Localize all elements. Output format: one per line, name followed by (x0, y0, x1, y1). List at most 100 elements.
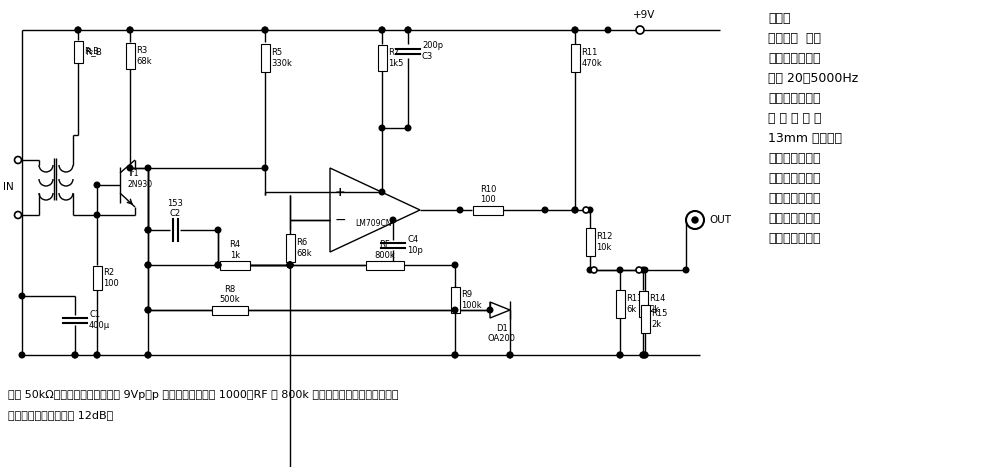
Circle shape (452, 307, 458, 313)
Text: R3
68k: R3 68k (136, 46, 152, 66)
Circle shape (262, 27, 267, 33)
Circle shape (15, 156, 22, 163)
Text: 压放大器  本电: 压放大器 本电 (767, 32, 820, 45)
Circle shape (94, 352, 100, 358)
Circle shape (587, 267, 593, 273)
Text: R4
1k: R4 1k (229, 240, 241, 260)
Circle shape (487, 307, 492, 313)
Circle shape (640, 267, 645, 273)
Circle shape (640, 352, 645, 358)
Circle shape (145, 352, 151, 358)
Text: RF
800k: RF 800k (375, 240, 395, 260)
Circle shape (642, 352, 647, 358)
Text: R8
500k: R8 500k (220, 285, 240, 304)
Text: R_B: R_B (85, 48, 102, 57)
Circle shape (616, 352, 622, 358)
Text: R12
10k: R12 10k (596, 232, 612, 252)
Circle shape (640, 352, 645, 358)
Text: R15
2k: R15 2k (651, 309, 668, 329)
Text: LM709CN: LM709CN (354, 219, 390, 228)
Circle shape (616, 267, 622, 273)
Bar (366, 261, 403, 269)
Text: R14
2k: R14 2k (649, 294, 666, 314)
Circle shape (215, 227, 221, 233)
Circle shape (379, 125, 385, 131)
Text: 的信号电压。这: 的信号电压。这 (767, 92, 819, 105)
Circle shape (685, 211, 703, 229)
Circle shape (389, 217, 395, 223)
Circle shape (145, 227, 151, 233)
Circle shape (145, 307, 151, 313)
Circle shape (572, 27, 577, 33)
Bar (450, 287, 459, 313)
Circle shape (541, 207, 547, 213)
Circle shape (379, 27, 385, 33)
Text: −: − (334, 213, 345, 227)
Circle shape (145, 262, 151, 268)
Circle shape (145, 165, 151, 171)
Text: R5
330k: R5 330k (271, 48, 292, 68)
Bar (640, 305, 649, 333)
Circle shape (691, 217, 697, 223)
Text: 放在人体皮肤上: 放在人体皮肤上 (767, 152, 819, 165)
Circle shape (287, 262, 293, 268)
Circle shape (452, 262, 458, 268)
Circle shape (604, 27, 610, 33)
Circle shape (287, 262, 293, 268)
Circle shape (15, 212, 22, 219)
Circle shape (379, 189, 385, 195)
Bar (285, 234, 294, 262)
Circle shape (591, 267, 597, 273)
Circle shape (642, 267, 647, 273)
Bar (212, 305, 247, 314)
Bar (638, 291, 647, 317)
Bar (377, 45, 387, 71)
Circle shape (127, 165, 133, 171)
Circle shape (262, 27, 267, 33)
Text: 路用来放大几毫: 路用来放大几毫 (767, 52, 819, 65)
Circle shape (75, 27, 81, 33)
Circle shape (635, 267, 641, 273)
Text: 200p
C3: 200p C3 (422, 41, 443, 61)
Circle shape (287, 262, 293, 268)
Bar (125, 43, 134, 69)
Text: C1
400μ: C1 400μ (89, 310, 110, 330)
Circle shape (405, 125, 410, 131)
Text: +9V: +9V (632, 10, 655, 20)
Circle shape (635, 26, 643, 34)
Text: R9
100k: R9 100k (461, 290, 481, 310)
Circle shape (457, 207, 462, 213)
Text: D1
OA200: D1 OA200 (487, 324, 516, 343)
Text: OUT: OUT (708, 215, 731, 225)
Circle shape (94, 182, 100, 188)
Circle shape (72, 352, 78, 358)
Circle shape (379, 27, 385, 33)
Circle shape (145, 307, 151, 313)
Circle shape (145, 227, 151, 233)
Text: 种 信 号 是 把: 种 信 号 是 把 (767, 112, 820, 125)
Text: R11
470k: R11 470k (581, 48, 601, 68)
Bar (220, 261, 249, 269)
Circle shape (262, 165, 267, 171)
Circle shape (19, 352, 25, 358)
Circle shape (572, 207, 577, 213)
Bar (585, 228, 594, 256)
Text: +: + (334, 185, 345, 198)
Circle shape (215, 262, 221, 268)
Circle shape (94, 352, 100, 358)
Circle shape (72, 352, 78, 358)
Circle shape (215, 262, 221, 268)
Text: 叉频率处每倍频程下降 12dB。: 叉频率处每倍频程下降 12dB。 (8, 410, 113, 420)
Bar (615, 290, 624, 318)
Text: 每个手腕上放一: 每个手腕上放一 (767, 212, 819, 225)
Circle shape (145, 352, 151, 358)
Text: Tr1
2N930: Tr1 2N930 (128, 170, 153, 189)
Text: 153
C2: 153 C2 (167, 198, 182, 218)
Text: 高达 50kΩ。电路最大输出能力为 9Vp－p 电压。电压增益为 1000。RF 是 800k 的电位器，要调节到在高于交: 高达 50kΩ。电路最大输出能力为 9Vp－p 电压。电压增益为 1000。RF… (8, 390, 398, 400)
Circle shape (583, 207, 589, 213)
Text: R7
1k5: R7 1k5 (388, 48, 403, 68)
Text: IN: IN (3, 183, 14, 192)
Circle shape (616, 352, 622, 358)
Circle shape (507, 352, 513, 358)
Circle shape (127, 27, 133, 33)
